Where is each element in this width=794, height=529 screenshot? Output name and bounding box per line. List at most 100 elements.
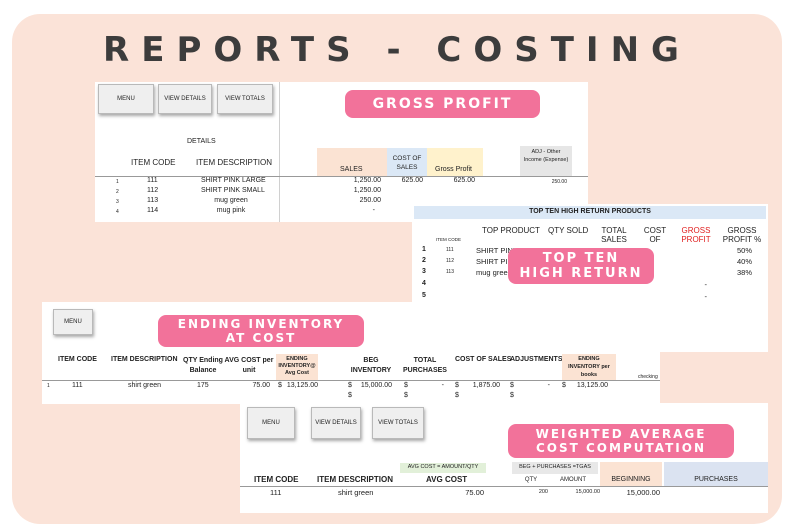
rank: 3 <box>422 268 426 275</box>
rank: 2 <box>422 257 426 264</box>
beginning-header-cell <box>600 462 662 486</box>
ending-inventory-banner: ENDING INVENTORY AT COST <box>158 315 364 347</box>
currency-symbol: $ <box>404 392 408 399</box>
currency-symbol: $ <box>510 392 514 399</box>
rank: 1 <box>422 246 426 253</box>
item-code: 111 <box>147 177 158 184</box>
adj-header-cell <box>520 146 572 176</box>
ending-books-header-cell <box>562 354 616 380</box>
total-sales-header: TOTAL SALES <box>601 226 627 244</box>
avg-cost-header: AVG COST per unit <box>224 357 274 374</box>
item-description-header: ITEM DESCRIPTION <box>196 158 273 167</box>
adjustments-value: - <box>547 382 550 389</box>
banner-line: HIGH RETURN <box>519 266 643 281</box>
top-product-header: TOP PRODUCT <box>482 226 540 235</box>
total-purchases-header: TOTAL PURCHASES <box>403 357 447 374</box>
currency-symbol: $ <box>455 382 459 389</box>
sales-value: 1,250.00 <box>353 177 381 184</box>
gross-profit-value: 625.00 <box>453 177 475 184</box>
item-description-header: ITEM DESCRIPTION <box>111 356 178 363</box>
currency-symbol: $ <box>348 392 352 399</box>
row-number: 1 <box>116 179 119 185</box>
item-description: mug pink <box>216 207 246 214</box>
ending-books-header: ENDING INVENTORY per books <box>568 356 610 378</box>
sales-value: - <box>372 207 375 214</box>
sales-header: SALES <box>340 166 363 173</box>
item-code: 113 <box>446 269 454 275</box>
menu-button[interactable]: MENU <box>247 407 295 439</box>
item-code: 112 <box>147 187 159 194</box>
gross-profit-pct: - <box>704 292 708 301</box>
cost-of-header: COST OF <box>643 226 667 244</box>
gross-profit-sheet: MENU VIEW DETAILS VIEW TOTALS GROSS PROF… <box>95 82 588 222</box>
qty-header: QTY <box>524 477 538 483</box>
table-row: 2 112 SHIRT PIN 40% <box>412 257 768 268</box>
currency-symbol: $ <box>404 382 408 389</box>
qty-value: 175 <box>197 382 209 389</box>
header-underline <box>42 380 660 381</box>
banner-line: TOP TEN <box>542 251 620 266</box>
item-description: mug green <box>214 197 248 204</box>
item-code: 113 <box>147 197 159 204</box>
purchases-header-cell <box>664 462 768 486</box>
row-number: 1 <box>47 383 50 389</box>
gross-profit-header: GROSS PROFIT <box>681 226 711 244</box>
currency-symbol: $ <box>562 382 566 389</box>
table-row: 3 113 mug gree 38% <box>412 268 768 279</box>
table-row: 1 111 shirt green 175 75.00 $ 13,125.00 … <box>42 382 660 392</box>
beginning-value: 15,000.00 <box>626 488 660 497</box>
product-name: mug gree <box>476 268 508 277</box>
cost-of-sales-value: 1,875.00 <box>472 382 500 389</box>
currency-symbol: $ <box>278 382 282 389</box>
banner-line: ENDING INVENTORY <box>177 317 345 331</box>
banner-line: WEIGHTED AVERAGE <box>535 427 707 441</box>
top-ten-banner: TOP TEN HIGH RETURN <box>508 248 654 284</box>
beg-inventory-header: BEG INVENTORY <box>350 357 392 374</box>
view-totals-button[interactable]: VIEW TOTALS <box>372 407 424 439</box>
menu-button[interactable]: MENU <box>98 84 154 114</box>
cost-of-sales-header: COST OF SALES <box>392 155 422 171</box>
checking-label: checking <box>638 374 658 380</box>
table-row: 5 - <box>412 292 768 303</box>
gross-profit-pct-header: GROSS PROFIT % <box>722 226 762 244</box>
item-description-header: ITEM DESCRIPTION <box>317 475 394 484</box>
view-details-button[interactable]: VIEW DETAILS <box>158 84 212 114</box>
item-code: 112 <box>446 258 454 264</box>
view-totals-button[interactable]: VIEW TOTALS <box>217 84 273 114</box>
gross-profit-header-cell <box>427 148 483 176</box>
beg-purch-header-cell <box>512 462 598 474</box>
rank: 4 <box>422 280 426 287</box>
formula-label: AVG COST = AMOUNT/QTY <box>407 464 479 470</box>
avg-cost-value: 75.00 <box>252 382 270 389</box>
table-row: 111 shirt green 75.00 200 15,000.00 15,0… <box>240 488 768 499</box>
gross-profit-pct: - <box>704 280 708 289</box>
product-name: SHIRT PIN <box>476 257 513 266</box>
qty-header: QTY Ending Balance <box>183 357 223 374</box>
amount-header: AMOUNT <box>560 477 586 483</box>
item-code: 111 <box>270 488 282 497</box>
row-number: 2 <box>116 189 119 195</box>
weighted-average-banner: WEIGHTED AVERAGE COST COMPUTATION <box>508 424 734 458</box>
beginning-header: BEGINNING <box>611 476 651 483</box>
adjustments-header: ADJUSTMENTS <box>510 356 563 363</box>
rank: 5 <box>422 292 426 299</box>
top-ten-title: TOP TEN HIGH RETURN PRODUCTS <box>529 208 651 215</box>
currency-symbol: $ <box>510 382 514 389</box>
cost-of-sales-header-cell <box>387 148 427 176</box>
beg-purch-header: BEG + PURCHASES =TGAS <box>519 464 591 470</box>
gross-profit-col-header: Gross Profit <box>435 166 472 173</box>
menu-button[interactable]: MENU <box>53 309 93 335</box>
weighted-average-sheet: MENU VIEW DETAILS VIEW TOTALS WEIGHTED A… <box>240 403 768 513</box>
ending-inventory-sheet: MENU ENDING INVENTORY AT COST ITEM CODE … <box>42 302 660 404</box>
item-description: shirt green <box>338 488 374 497</box>
gross-profit-pct: 38% <box>736 268 752 277</box>
currency-symbol: $ <box>455 392 459 399</box>
header-underline <box>240 486 768 487</box>
qty-value: 200 <box>538 489 548 495</box>
table-row: 1 111 SHIRT PINK LARGE 1,250.00 625.00 6… <box>95 177 588 187</box>
row-number: 3 <box>116 199 119 205</box>
gross-profit-banner: GROSS PROFIT <box>345 90 540 118</box>
view-details-button[interactable]: VIEW DETAILS <box>311 407 361 439</box>
gross-profit-pct: 50% <box>736 246 752 255</box>
purchases-value: - <box>441 382 444 389</box>
